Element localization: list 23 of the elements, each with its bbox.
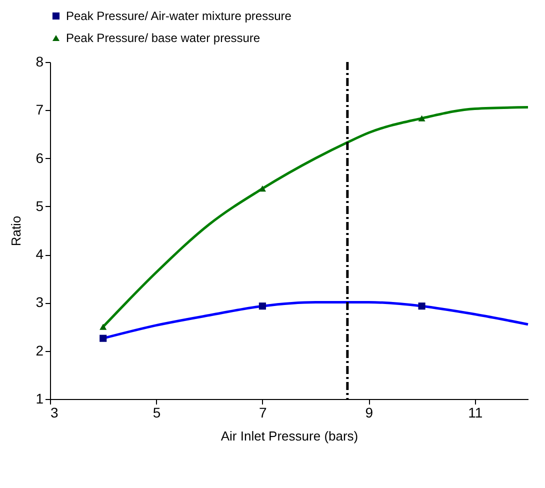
y-tick-label: 2 <box>36 342 44 358</box>
point <box>100 324 107 330</box>
x-tick-label: 5 <box>152 404 161 420</box>
x-tick-label: 11 <box>468 404 483 420</box>
y-tick-label: 6 <box>36 150 44 166</box>
y-tick-label: 4 <box>36 246 44 262</box>
y-tick-label: 3 <box>36 294 44 310</box>
x-axis-title: Air Inlet Pressure (bars) <box>220 428 358 444</box>
legend-label: Peak Pressure/ Air-water mixture pressure <box>66 9 292 23</box>
y-tick-label: 7 <box>36 102 44 118</box>
point <box>418 302 426 310</box>
x-tick-label: 9 <box>365 404 374 420</box>
x-tick-label: 3 <box>50 404 58 420</box>
x-tick-label: 7 <box>259 404 268 420</box>
point <box>258 302 266 310</box>
legend-label: Peak Pressure/ base water pressure <box>66 31 260 45</box>
y-tick-label: 1 <box>36 390 44 406</box>
y-axis-title: Ratio <box>8 216 24 246</box>
y-tick-label: 8 <box>36 54 44 70</box>
point <box>100 334 107 342</box>
y-tick-label: 5 <box>36 198 44 214</box>
point <box>418 115 426 122</box>
point <box>258 186 266 192</box>
